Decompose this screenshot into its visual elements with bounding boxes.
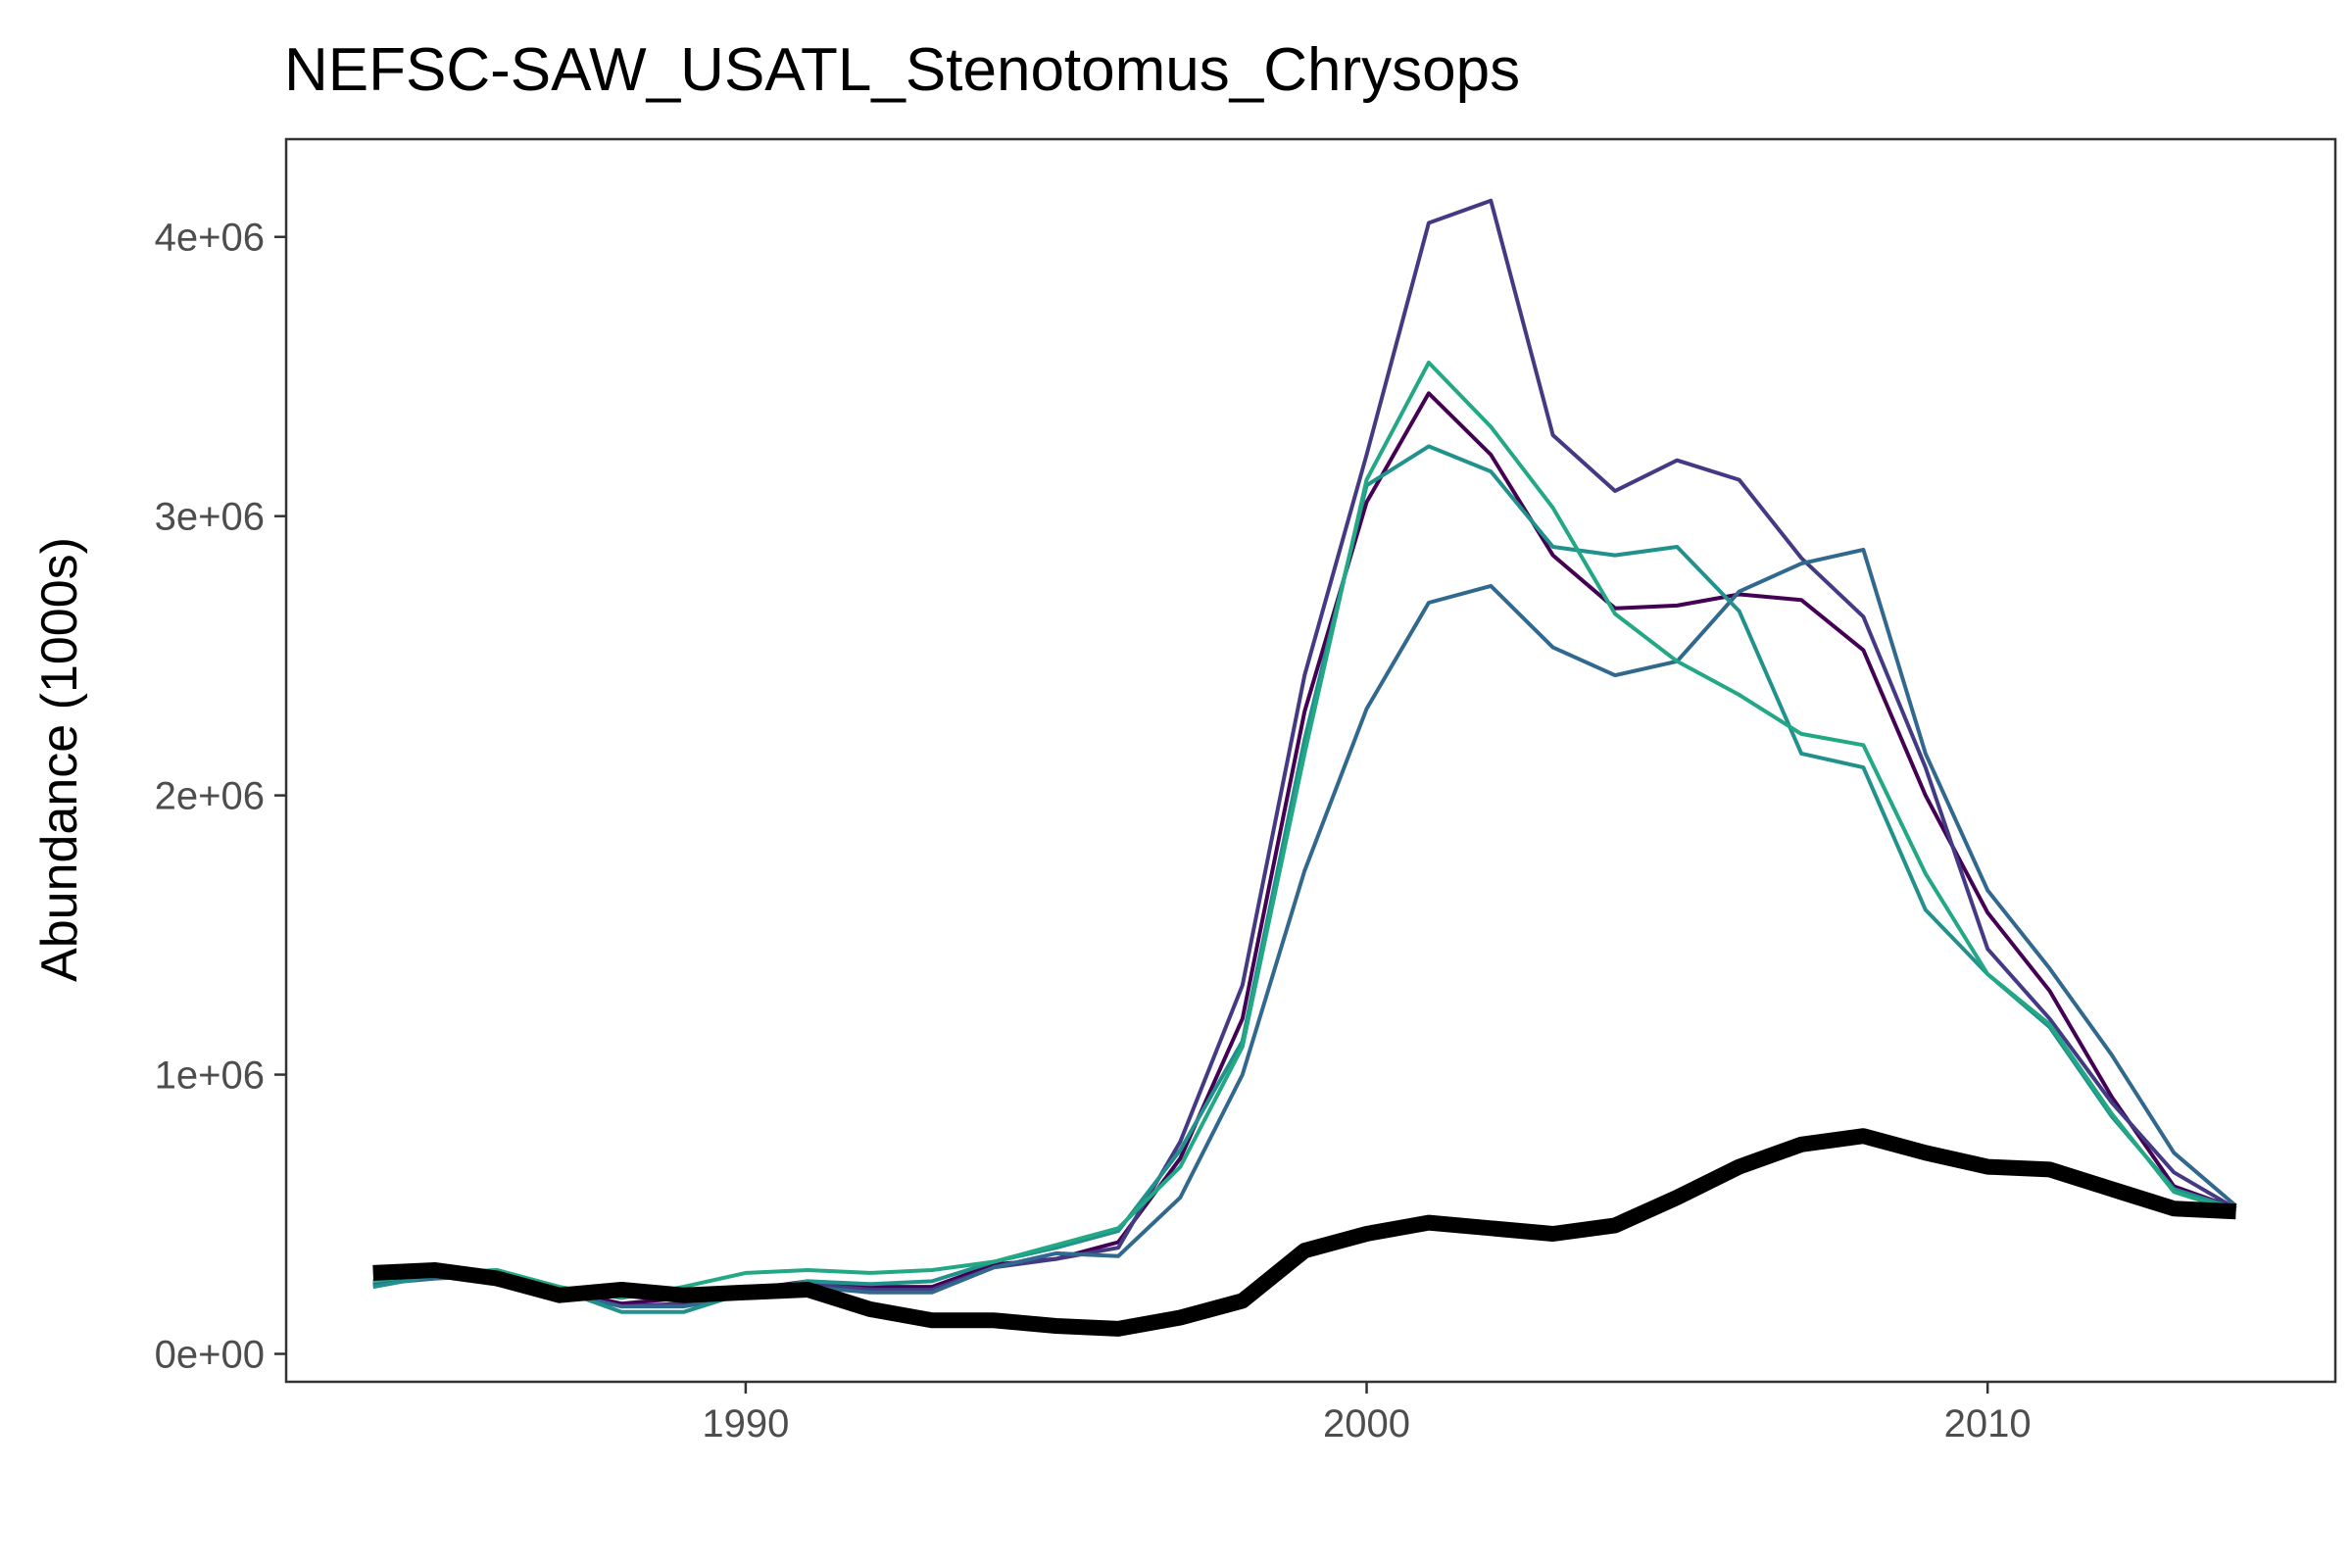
y-tick-label: 0e+00 — [155, 1334, 265, 1377]
y-tick-label: 3e+06 — [155, 496, 265, 539]
y-tick-label: 4e+06 — [155, 217, 265, 260]
y-tick-label: 1e+06 — [155, 1054, 265, 1098]
series-line-6 — [372, 1128, 2236, 1337]
series-layer — [372, 198, 2237, 1337]
x-tick-label: 2010 — [1944, 1402, 2032, 1446]
y-axis-label: Abundance (1000s) — [31, 537, 88, 982]
series-line-5 — [372, 361, 2237, 1300]
series-line-3 — [372, 547, 2237, 1309]
y-tick-label: 2e+06 — [155, 775, 265, 818]
plot-panel — [284, 137, 2337, 1384]
x-tick-label: 1990 — [702, 1402, 789, 1446]
y-axis: 0e+00 1e+06 2e+06 3e+06 4e+06 — [155, 217, 286, 1377]
chart-title: NEFSC-SAW_USATL_Stenotomus_Chrysops — [284, 36, 1520, 104]
series-line-4 — [372, 444, 2237, 1314]
series-line-2 — [372, 198, 2237, 1309]
x-axis: 1990 2000 2010 — [702, 1382, 2032, 1446]
x-tick-label: 2000 — [1323, 1402, 1410, 1446]
